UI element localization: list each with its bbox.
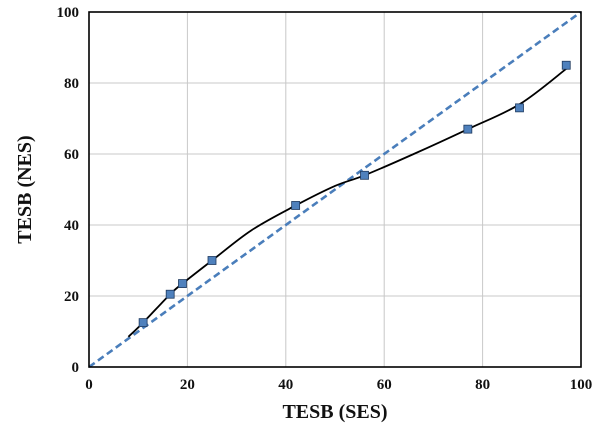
reference-line-group xyxy=(88,10,582,369)
x-tick-label: 0 xyxy=(85,377,93,393)
x-axis-title: TESB (SES) xyxy=(282,401,387,423)
data-point xyxy=(165,289,175,299)
fitted-curve xyxy=(127,68,567,338)
x-tick-label: 60 xyxy=(377,377,392,393)
x-tick-label: 100 xyxy=(570,377,593,393)
data-point xyxy=(207,256,217,265)
y-tick-label: 60 xyxy=(64,147,79,163)
y-tick-label: 40 xyxy=(64,218,79,234)
x-tick-label: 80 xyxy=(475,377,490,393)
data-points xyxy=(138,60,571,328)
y-tick-labels: 0 20 40 60 80 100 xyxy=(57,5,80,376)
data-point xyxy=(561,60,571,70)
y-tick-label: 0 xyxy=(72,360,80,376)
plot-frame xyxy=(88,11,582,368)
reference-line xyxy=(88,10,582,369)
data-point xyxy=(138,318,148,328)
y-tick-label: 100 xyxy=(57,5,80,21)
x-tick-label: 20 xyxy=(180,377,195,393)
fitted-curve-group xyxy=(127,68,567,338)
data-point xyxy=(515,103,524,113)
data-point xyxy=(463,124,473,134)
data-point xyxy=(360,170,369,180)
data-point xyxy=(178,279,187,288)
data-point xyxy=(291,201,301,210)
y-axis-title: TESB (NES) xyxy=(14,135,36,243)
y-tick-label: 20 xyxy=(64,289,79,305)
x-tick-labels: 0 20 40 60 80 100 xyxy=(85,377,592,393)
y-tick-label: 80 xyxy=(64,76,79,92)
x-tick-label: 40 xyxy=(278,377,293,393)
